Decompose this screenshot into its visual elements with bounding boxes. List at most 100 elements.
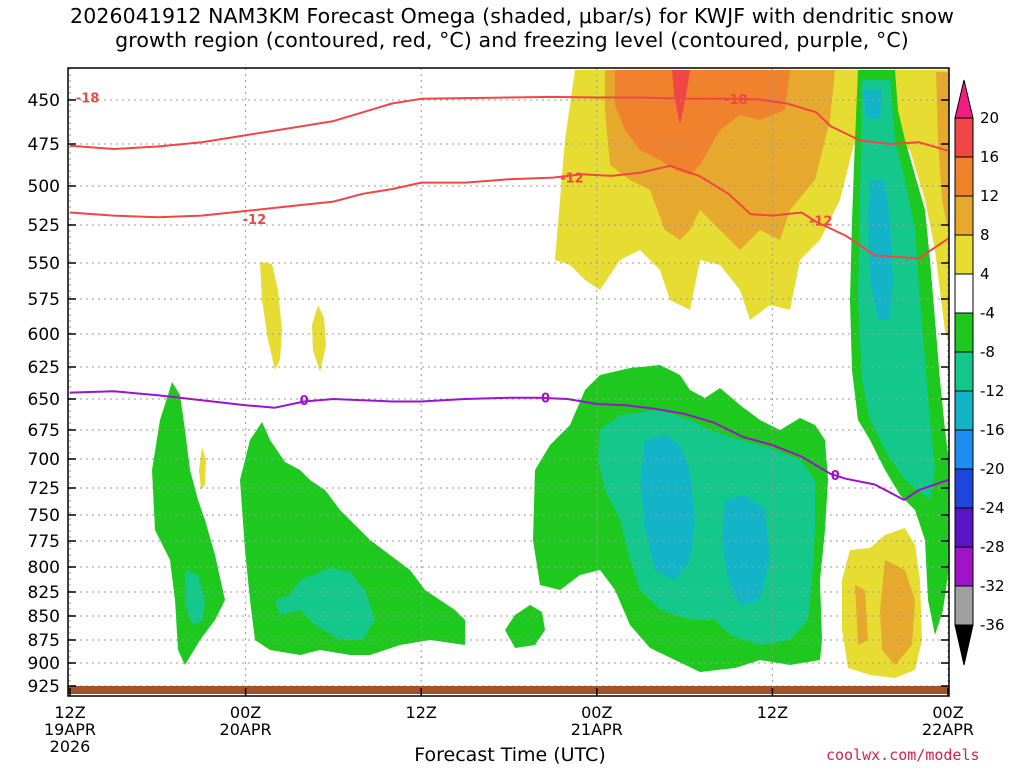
colorbar-segment — [954, 546, 974, 587]
x-tick-label: 21APR — [571, 720, 623, 739]
shade-negative-12-right-b — [862, 90, 882, 120]
shade-positive-8-upper-right — [936, 72, 949, 235]
shade-positive-lower-right-8 — [855, 585, 868, 645]
colorbar-label: -12 — [980, 382, 1005, 400]
y-tick-label: 850 — [28, 607, 60, 627]
y-tick-label: 625 — [28, 358, 60, 378]
contour-label: -18 — [724, 93, 748, 108]
y-tick-label: 900 — [28, 654, 60, 674]
colorbar-label: -4 — [980, 304, 995, 322]
x-tick-label: 00Z — [581, 703, 612, 722]
x-axis-label: Forecast Time (UTC) — [414, 744, 606, 766]
contour-minus12 — [69, 164, 949, 260]
y-tick-label: 450 — [28, 91, 60, 111]
title-line-2: growth region (contoured, red, °C) and f… — [115, 28, 909, 52]
y-axis: 450 475 500 525 550 575 600 625 650 675 700 725 750 7… — [28, 91, 949, 697]
shade-positive-blob-1 — [260, 262, 282, 370]
x-tick-label: 19APR — [44, 720, 96, 739]
colorbar-segment — [954, 585, 974, 626]
contour-label: -12 — [809, 214, 833, 229]
colorbar-label: 12 — [980, 187, 999, 205]
x-tick-label: 00Z — [932, 703, 963, 722]
title-line-1: 2026041912 NAM3KM Forecast Omega (shaded… — [70, 4, 954, 28]
colorbar: 20 16 12 8 4 -4 -8 -12 -16 -20 -24 -28 -32 -36 — [954, 79, 1005, 666]
shade-negative-8-left — [185, 570, 205, 625]
y-tick-label: 575 — [28, 290, 60, 310]
x-tick-label: 12Z — [54, 703, 85, 722]
contour-labels: -18 -18 -12 -12 -12 0 0 0 — [76, 92, 840, 485]
colorbar-segment — [954, 273, 974, 314]
colorbar-top-triangle — [954, 79, 974, 119]
colorbar-label: 4 — [980, 265, 990, 283]
plot-frame — [67, 67, 950, 697]
y-tick-label: 500 — [28, 177, 60, 197]
y-tick-label: 475 — [28, 135, 60, 155]
chart-title: 2026041912 NAM3KM Forecast Omega (shaded… — [0, 4, 1024, 52]
contour-label: -12 — [560, 172, 584, 187]
shade-positive-12 — [615, 70, 790, 175]
y-tick-label: 800 — [28, 558, 60, 578]
ground-terrain — [68, 686, 949, 694]
contour-label: 0 — [300, 394, 309, 409]
colorbar-label: -8 — [980, 343, 995, 361]
shade-negative-4-small — [505, 605, 545, 648]
contour-label: -12 — [243, 213, 267, 228]
colorbar-segment — [954, 234, 974, 275]
x-tick-label: 00Z — [230, 703, 261, 722]
shade-negative-4-left — [152, 382, 225, 665]
contour-label: 0 — [831, 469, 840, 484]
y-tick-label: 650 — [28, 390, 60, 410]
colorbar-label: -24 — [980, 499, 1005, 517]
colorbar-label: -20 — [980, 460, 1005, 478]
y-tick-label: 775 — [28, 532, 60, 552]
contour-lines — [69, 95, 949, 501]
y-tick-label: 925 — [28, 677, 60, 697]
shade-negative-12-main-b — [722, 495, 770, 605]
colorbar-segment — [954, 390, 974, 431]
colorbar-segment — [954, 117, 974, 158]
x-tick-label: 20APR — [220, 720, 272, 739]
colorbar-label: 16 — [980, 148, 999, 166]
colorbar-bottom-triangle — [954, 624, 974, 666]
x-tick-label: 12Z — [757, 703, 788, 722]
colorbar-segment — [954, 195, 974, 236]
shade-positive-16 — [672, 70, 690, 125]
x-tick-label: 12Z — [406, 703, 437, 722]
shade-negative-12-main — [640, 435, 695, 580]
y-tick-label: 525 — [28, 216, 60, 236]
shade-negative-12-right — [868, 180, 893, 320]
colorbar-label: -16 — [980, 421, 1005, 439]
plot-area: -18 -18 -12 -12 -12 0 0 0 — [67, 67, 950, 697]
y-tick-label: 600 — [28, 325, 60, 345]
contour-minus18 — [69, 95, 949, 152]
x-tick-label: 2026 — [50, 737, 91, 756]
colorbar-label: -28 — [980, 538, 1005, 556]
colorbar-segment — [954, 312, 974, 353]
colorbar-label: 8 — [980, 226, 990, 244]
colorbar-segment — [954, 429, 974, 470]
colorbar-segment — [954, 156, 974, 197]
colorbar-label: -32 — [980, 577, 1005, 595]
y-tick-label: 725 — [28, 479, 60, 499]
contour-0 — [69, 390, 949, 501]
y-tick-label: 875 — [28, 631, 60, 651]
shade-positive-blob-2 — [312, 305, 326, 372]
shade-negative-8-mid — [275, 568, 375, 640]
colorbar-label: 20 — [980, 109, 999, 127]
shade-positive-blob-3 — [199, 447, 206, 490]
colorbar-segment — [954, 351, 974, 392]
site-credit: coolwx.com/models — [826, 746, 980, 764]
contour-label: -18 — [76, 92, 100, 107]
colorbar-segment — [954, 507, 974, 548]
y-tick-label: 825 — [28, 583, 60, 603]
shade-positive-lower-right-8b — [880, 560, 915, 665]
y-tick-label: 700 — [28, 450, 60, 470]
y-tick-label: 675 — [28, 421, 60, 441]
x-tick-label: 22APR — [922, 720, 974, 739]
colorbar-segment — [954, 468, 974, 509]
colorbar-label: -36 — [980, 616, 1005, 634]
contour-label: 0 — [541, 392, 550, 407]
y-tick-label: 550 — [28, 254, 60, 274]
